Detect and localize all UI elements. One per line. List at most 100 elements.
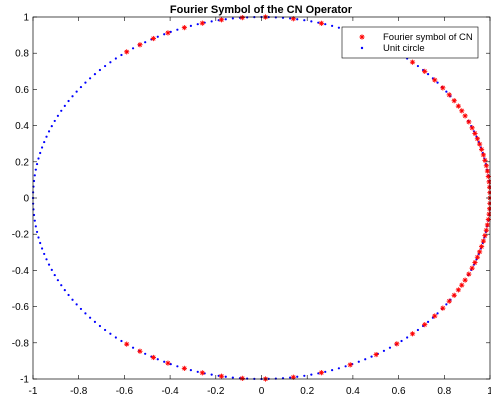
cn-symbol-point [484,222,491,228]
unit-circle-point [406,336,409,339]
unit-circle-point [357,360,360,363]
unit-circle-point [163,360,166,363]
unit-circle-point [32,213,36,217]
unit-circle-point [50,125,53,128]
cn-symbol-point [455,287,461,293]
cn-symbol-point [446,92,452,98]
unit-circle-point [196,370,199,373]
unit-circle-point [40,146,44,149]
y-tick-label: -1 [20,375,29,386]
unit-circle-point [34,168,37,171]
cn-symbol-point [318,370,325,376]
unit-circle-point [156,35,159,38]
cn-symbol-point [482,233,488,239]
cn-symbol-point [459,108,465,114]
unit-circle-point [246,377,249,380]
cn-symbol-point [485,173,491,180]
cn-symbol-point [469,125,475,131]
unit-circle-point [103,328,107,332]
unit-circle-point [67,293,70,297]
unit-circle-point [37,157,40,160]
unit-circle-point [324,370,327,373]
unit-circle-point [71,95,74,98]
unit-circle-point [331,369,334,372]
cn-symbol-point [486,184,491,190]
unit-circle-point [63,289,66,292]
x-tick-label: 0.4 [346,386,360,397]
unit-circle-point [88,77,92,80]
cn-symbol-point [409,331,416,337]
unit-circle-point [84,81,87,84]
unit-circle-point [79,85,83,89]
cn-symbol-point [373,351,379,358]
cn-symbol-point [181,25,187,31]
unit-circle-point [176,28,179,31]
unit-circle-point [163,33,166,36]
unit-circle-point [32,179,36,183]
unit-circle-point [189,24,192,27]
cn-symbol-point [150,35,156,42]
unit-circle-point [196,23,199,26]
y-tick-label: -0.6 [12,302,30,313]
legend-marker-dot [360,46,364,50]
unit-circle-point [388,346,392,349]
cn-symbol-point [218,17,225,23]
legend-box [341,26,479,59]
unit-circle-point [189,369,192,372]
unit-circle-point [337,26,341,29]
unit-circle-point [79,307,83,311]
axes: -1 -0.8 -0.6 -0.4 -0.2 0 0.2 0.4 0.6 0.8 1 -1 -0.8 -0… [12,13,491,398]
y-tick-label: 0.2 [15,157,29,168]
unit-circle-point [47,263,51,266]
unit-circle-point [156,358,159,361]
unit-circle-point [47,130,51,133]
y-tick-label: 0.6 [15,85,29,96]
unit-circle-point [436,312,439,315]
unit-circle-point [382,349,386,352]
cn-symbol-point [478,244,485,250]
cn-symbol-point [218,373,225,379]
unit-circle-point [120,339,123,343]
unit-circle-point [50,268,53,271]
unit-circle-point [33,219,36,222]
unit-circle-point [109,61,112,64]
cn-symbol-point [477,141,483,147]
unit-circle-point [114,57,117,60]
x-tick-label: -0.4 [161,386,179,397]
x-tick-label: -0.6 [116,386,134,397]
unit-circle-point [103,64,107,68]
unit-circle-point [63,104,66,107]
unit-circle-point [416,64,420,68]
unit-circle-point [224,18,227,21]
unit-circle-point [337,367,341,370]
cn-symbol-point [487,190,491,196]
legend: Fourier symbol of CN Unit circle [341,26,479,59]
cn-symbol-point [478,146,485,152]
unit-circle-point [45,135,48,138]
unit-circle-point [40,247,44,250]
unit-circle-point [344,365,347,368]
cn-symbol-point [451,292,457,298]
chart-title: Fourier Symbol of the CN Operator [170,4,353,16]
cn-symbol-point [486,206,491,212]
unit-circle-point [303,374,306,377]
cn-symbol-point [318,20,325,26]
cn-symbol-point [462,277,468,283]
unit-circle-point [60,284,63,287]
y-tick-label: -0.2 [12,230,30,241]
unit-circle-point [120,53,123,57]
y-tick-label: 0 [23,194,29,205]
unit-circle-point [274,16,277,19]
unit-circle-point [416,328,420,332]
unit-circle-point [98,324,102,328]
x-tick-label: 0 [259,386,265,397]
cn-symbol-point [466,119,472,125]
cn-symbol-point [181,365,187,371]
cn-symbol-point [483,163,489,169]
cn-symbol-point [474,136,481,142]
unit-circle-point [176,365,179,368]
unit-circle-point [231,376,234,379]
cn-symbol-point [466,271,472,277]
unit-circle-point [33,174,36,177]
unit-circle-point [60,109,63,112]
